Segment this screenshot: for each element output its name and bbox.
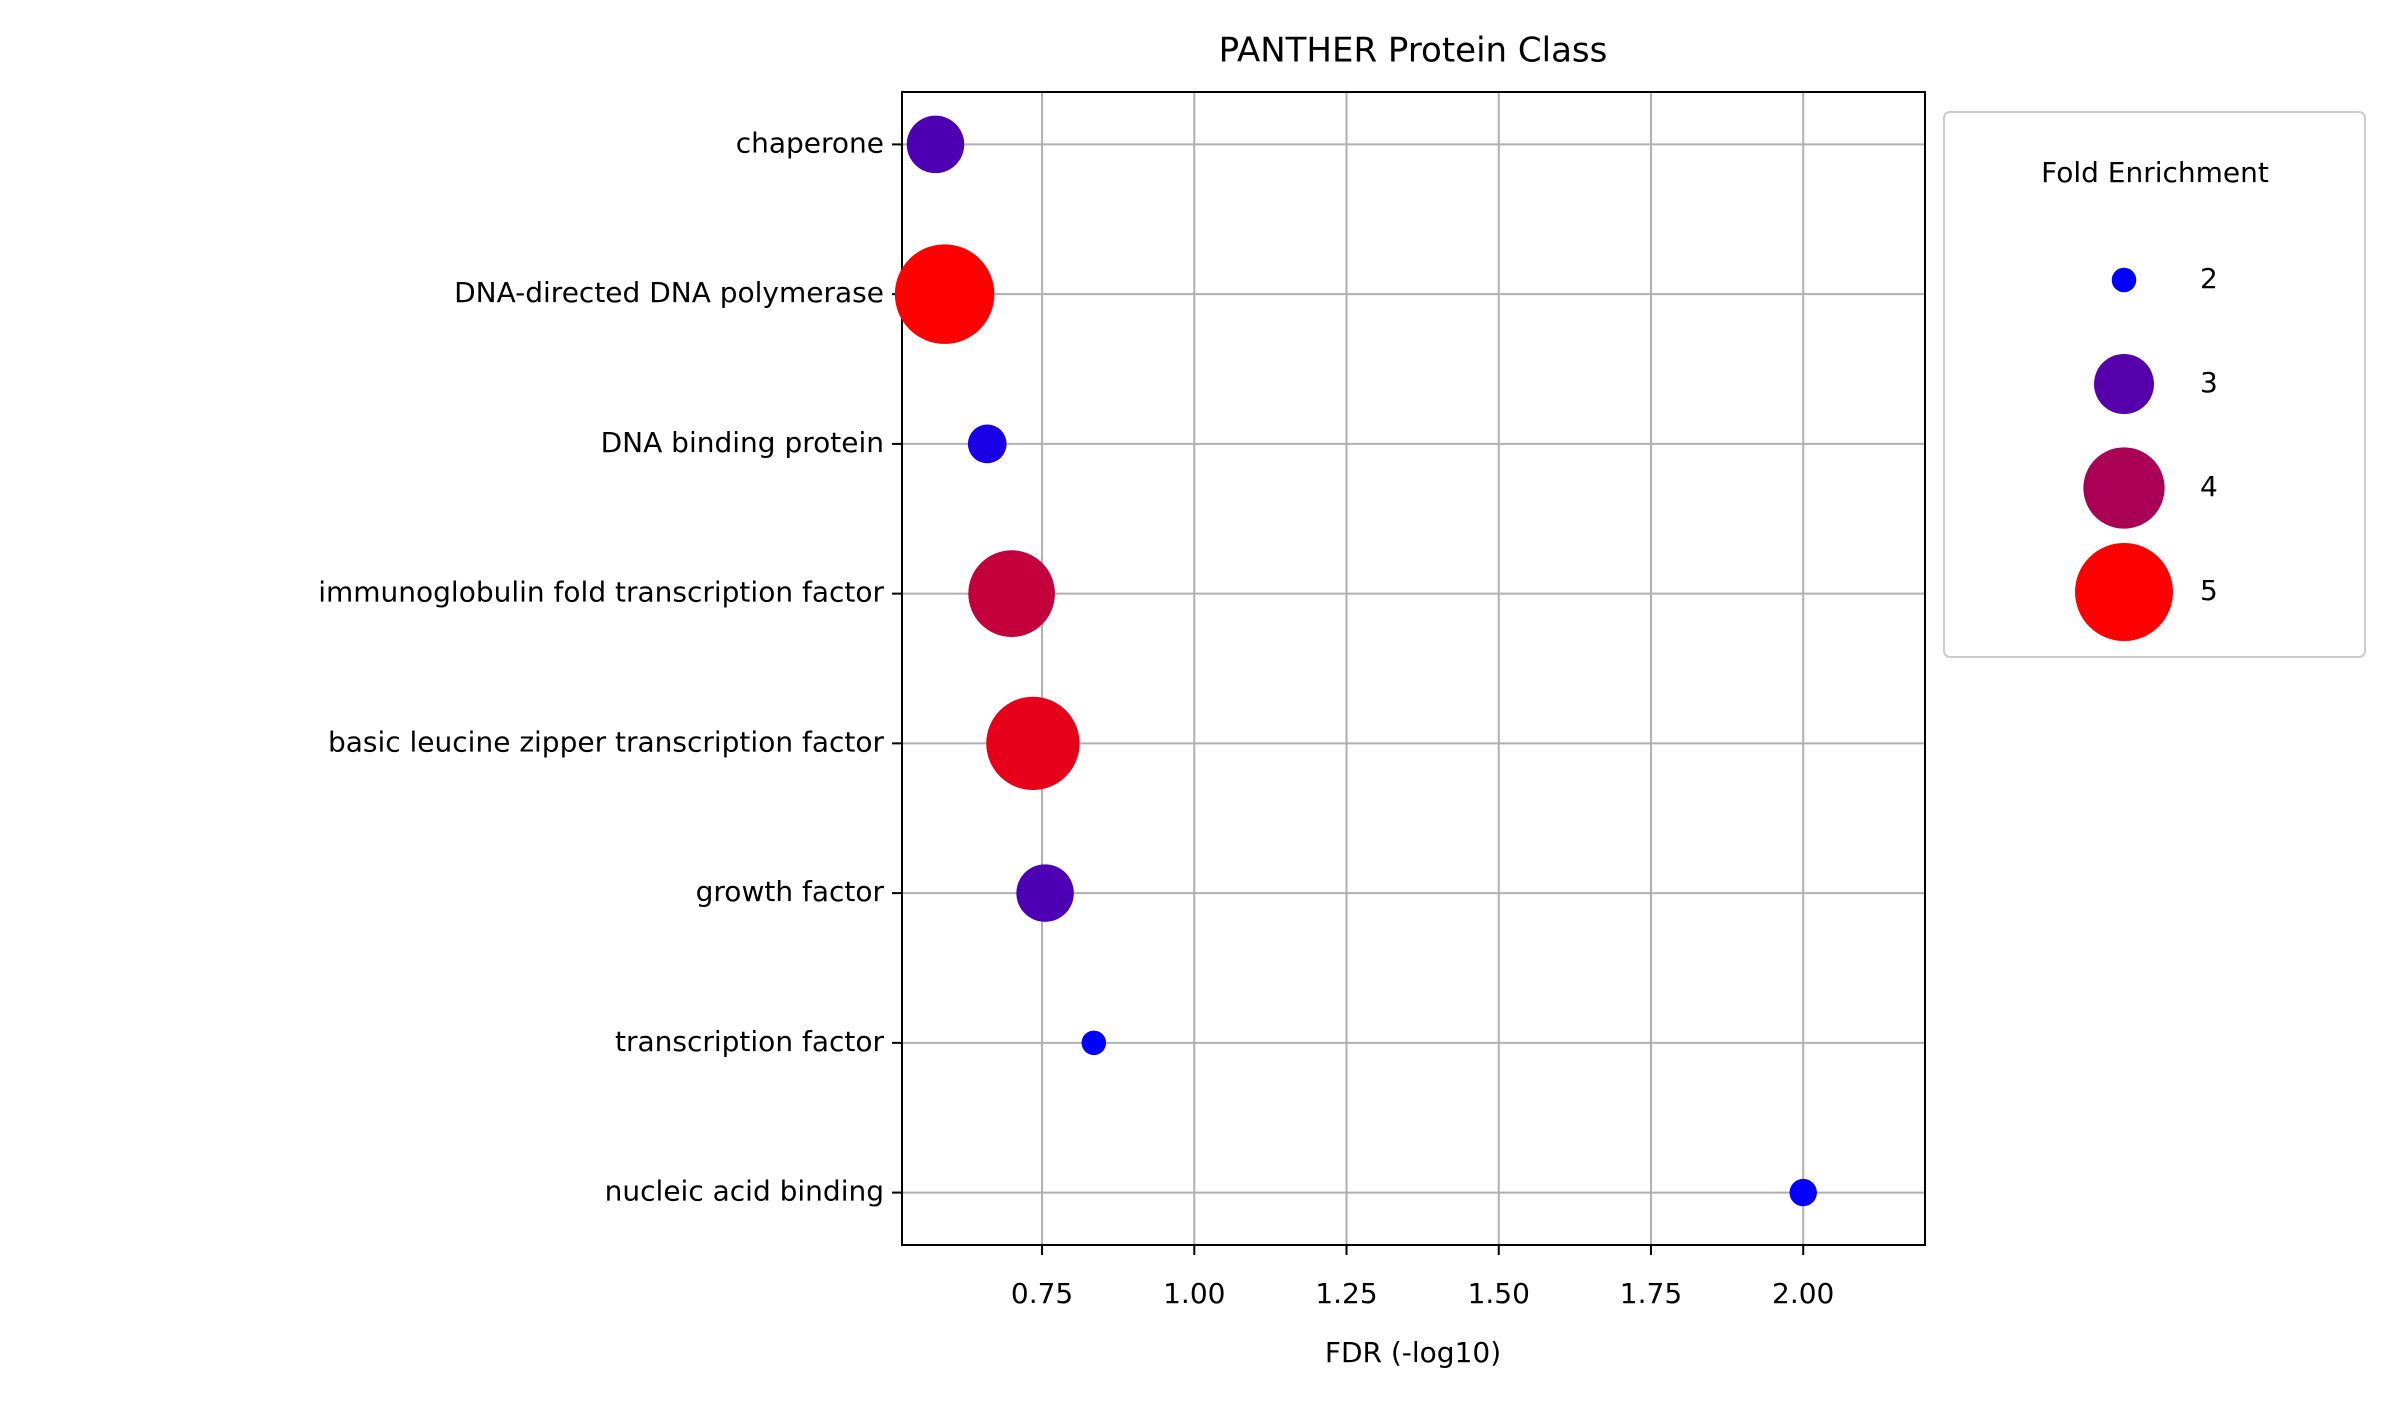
y-tick-label: chaperone <box>736 126 884 159</box>
plot-frame <box>901 91 1926 1246</box>
point <box>967 424 1007 464</box>
point <box>894 244 995 344</box>
x-tick-label: 0.75 <box>1011 1277 1073 1310</box>
legend-marker <box>2083 447 2165 529</box>
point <box>1081 1030 1107 1056</box>
y-tick-label: growth factor <box>696 875 885 908</box>
legend-label: 5 <box>2200 574 2218 607</box>
chart-title: PANTHER Protein Class <box>1219 31 1608 71</box>
point <box>1789 1178 1817 1207</box>
y-tick-label: basic leucine zipper transcription facto… <box>328 725 885 758</box>
legend-label: 2 <box>2200 262 2218 295</box>
point <box>968 550 1055 637</box>
y-tick-label: DNA-directed DNA polymerase <box>454 276 884 309</box>
legend-label: 3 <box>2200 366 2218 399</box>
point <box>906 115 965 174</box>
x-tick-label: 2.00 <box>1772 1277 1834 1310</box>
y-tick-label: nucleic acid binding <box>605 1175 884 1208</box>
legend-marker <box>2074 542 2174 642</box>
x-axis-label: FDR (-log10) <box>1325 1336 1501 1369</box>
x-tick-label: 1.25 <box>1315 1277 1377 1310</box>
legend-marker <box>2111 267 2137 293</box>
y-tick-label: immunoglobulin fold transcription factor <box>318 576 884 609</box>
legend-label: 4 <box>2200 470 2218 503</box>
x-tick-label: 1.50 <box>1468 1277 1530 1310</box>
legend-marker <box>2093 353 2155 415</box>
y-tick-label: transcription factor <box>615 1025 884 1058</box>
legend-box <box>1943 111 2366 658</box>
x-tick-label: 1.00 <box>1163 1277 1225 1310</box>
point <box>1016 864 1074 922</box>
legend-title: Fold Enrichment <box>2041 156 2269 189</box>
point <box>986 696 1080 791</box>
x-tick-label: 1.75 <box>1620 1277 1682 1310</box>
y-tick-label: DNA binding protein <box>601 426 884 459</box>
